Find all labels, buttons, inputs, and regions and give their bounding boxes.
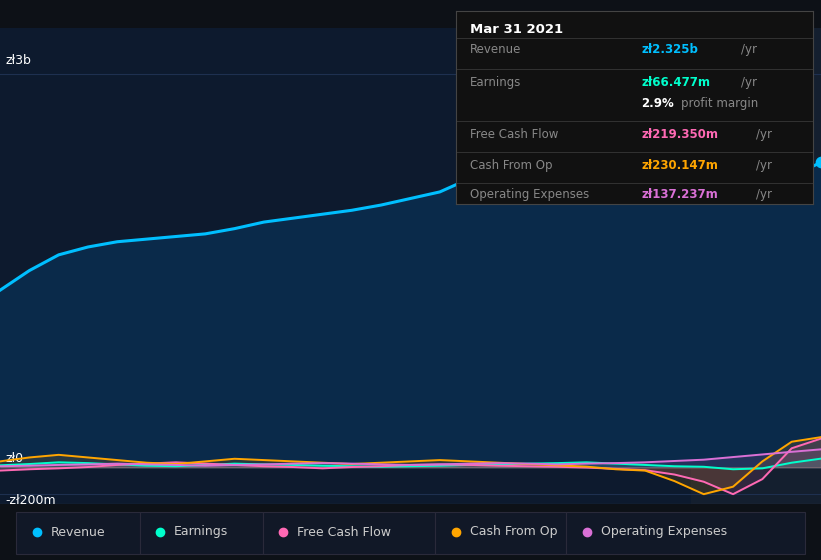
Point xyxy=(814,158,821,167)
FancyBboxPatch shape xyxy=(140,512,263,554)
Text: /yr: /yr xyxy=(755,159,772,172)
FancyBboxPatch shape xyxy=(16,512,140,554)
Text: zł219.350m: zł219.350m xyxy=(641,128,718,141)
Text: zł230.147m: zł230.147m xyxy=(641,159,718,172)
Text: Cash From Op: Cash From Op xyxy=(470,525,557,539)
Text: Free Cash Flow: Free Cash Flow xyxy=(297,525,391,539)
Text: /yr: /yr xyxy=(741,43,757,57)
Text: zł66.477m: zł66.477m xyxy=(641,76,710,89)
Text: /yr: /yr xyxy=(741,76,757,89)
Text: Cash From Op: Cash From Op xyxy=(470,159,553,172)
Text: profit margin: profit margin xyxy=(681,97,758,110)
Text: -zł200m: -zł200m xyxy=(5,494,56,507)
Text: Earnings: Earnings xyxy=(174,525,228,539)
FancyBboxPatch shape xyxy=(566,512,805,554)
Text: Revenue: Revenue xyxy=(51,525,106,539)
Text: zł3b: zł3b xyxy=(5,54,31,67)
Text: Earnings: Earnings xyxy=(470,76,521,89)
Text: Operating Expenses: Operating Expenses xyxy=(601,525,727,539)
Text: Free Cash Flow: Free Cash Flow xyxy=(470,128,558,141)
FancyBboxPatch shape xyxy=(435,512,566,554)
Text: Mar 31 2021: Mar 31 2021 xyxy=(470,23,563,36)
Text: 2.9%: 2.9% xyxy=(641,97,674,110)
Text: Revenue: Revenue xyxy=(470,43,521,57)
Bar xyxy=(691,28,821,504)
Text: /yr: /yr xyxy=(755,188,772,201)
Text: /yr: /yr xyxy=(755,128,772,141)
Text: zł2.325b: zł2.325b xyxy=(641,43,698,57)
Text: Operating Expenses: Operating Expenses xyxy=(470,188,589,201)
Text: zł137.237m: zł137.237m xyxy=(641,188,718,201)
FancyBboxPatch shape xyxy=(263,512,435,554)
Text: zł0: zł0 xyxy=(5,452,23,465)
